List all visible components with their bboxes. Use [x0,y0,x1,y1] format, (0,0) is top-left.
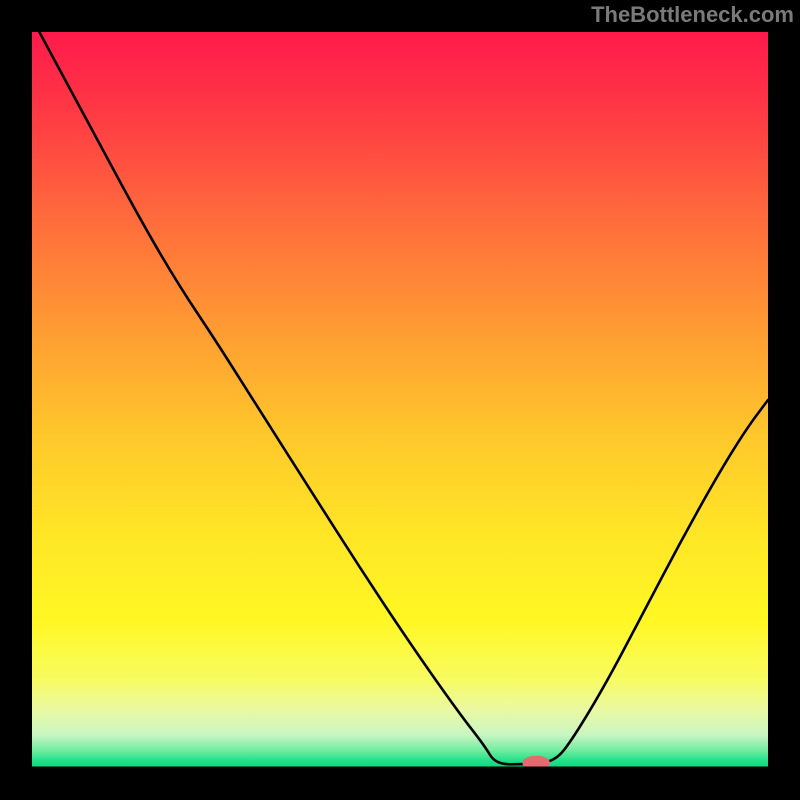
gradient-background [32,32,768,768]
optimal-point-marker [523,756,549,768]
bottleneck-curve-plot [32,32,768,768]
watermark-text: TheBottleneck.com [591,2,794,28]
chart-container: TheBottleneck.com [0,0,800,800]
